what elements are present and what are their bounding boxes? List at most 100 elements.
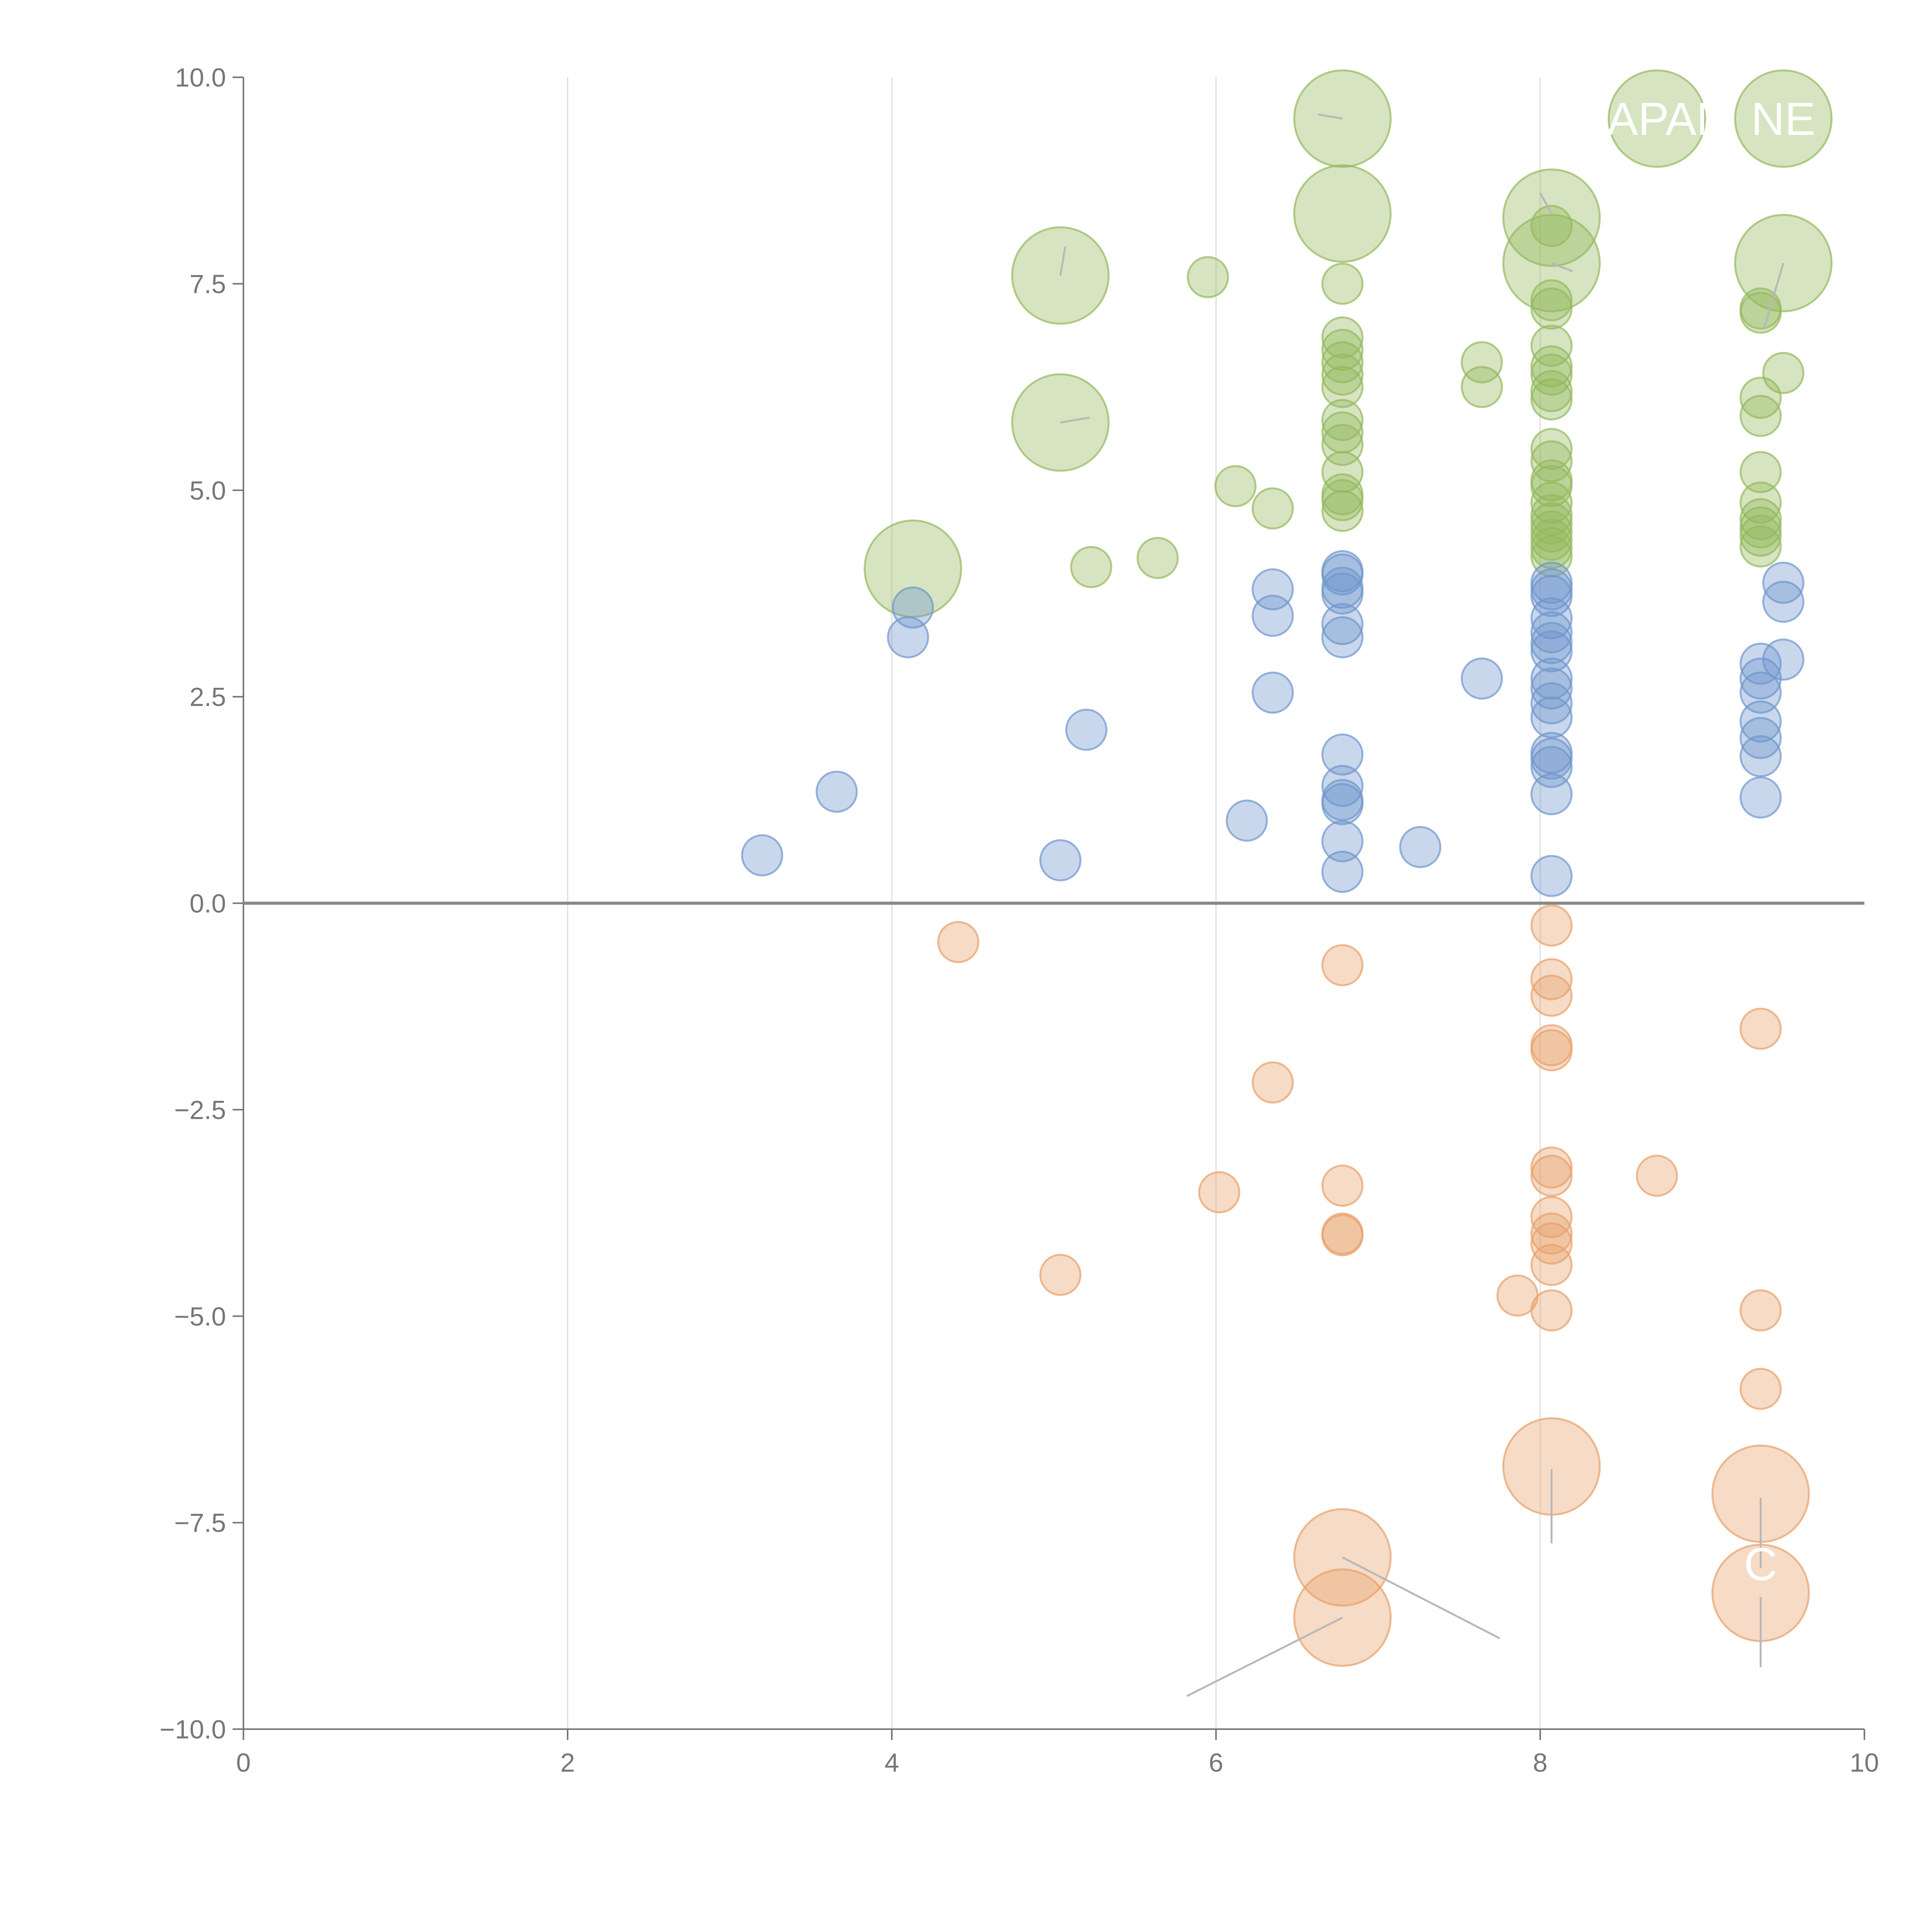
bubble-point — [1740, 776, 1782, 819]
bubble-point — [1530, 354, 1573, 396]
bubble-point — [1530, 1289, 1573, 1332]
bubble-point — [1530, 575, 1573, 617]
bubble-point — [1740, 1367, 1782, 1410]
bubble-point — [1530, 1213, 1573, 1255]
bubble-point — [1293, 164, 1392, 263]
bubble-point — [1321, 733, 1364, 776]
bubble-point — [1039, 839, 1082, 881]
bubble-point — [1740, 395, 1782, 437]
bubble-point — [887, 616, 929, 658]
x-tick-label: 4 — [884, 1748, 899, 1777]
bubble-point — [1530, 597, 1573, 639]
leader-lines — [1059, 113, 1784, 1697]
bubble-point — [1321, 341, 1364, 383]
y-tick-label: 5.0 — [189, 476, 226, 505]
bubble-point — [1530, 428, 1573, 470]
bubble-point — [1252, 487, 1294, 530]
bubble-point — [1321, 1214, 1364, 1257]
bubble-point — [1530, 975, 1573, 1017]
annotation-label: C — [1744, 1539, 1777, 1590]
bubble-point — [1530, 667, 1573, 710]
bubble-point — [1321, 262, 1364, 305]
bubble-point — [1321, 765, 1364, 807]
bubble-point — [1461, 341, 1503, 383]
bubble-point — [1530, 1155, 1573, 1197]
x-tick-label: 10 — [1850, 1748, 1879, 1777]
bubble-point — [1252, 1061, 1294, 1104]
y-tick-label: −5.0 — [174, 1302, 226, 1331]
x-tick-label: 0 — [236, 1748, 251, 1777]
bubble-point — [1740, 643, 1782, 685]
bubble-point — [1530, 696, 1573, 739]
bubble-point — [1530, 465, 1573, 507]
bubble-point — [1321, 603, 1364, 645]
leader-line — [1059, 246, 1066, 276]
bubble-point — [1461, 366, 1503, 408]
bubble-point — [1321, 328, 1364, 371]
y-tick-label: −7.5 — [174, 1509, 226, 1538]
bubble-point — [1321, 354, 1364, 396]
annotation-label: JAPAN — [1584, 93, 1730, 145]
bubble-point — [1740, 525, 1782, 568]
y-tick-label: 2.5 — [189, 682, 226, 712]
annotation-label: NE — [1751, 93, 1816, 145]
bubble-point — [1321, 490, 1364, 532]
bubble-point — [937, 921, 980, 963]
bubble-point — [1321, 783, 1364, 825]
bubble-point — [1740, 735, 1782, 777]
bubble-point — [1530, 378, 1573, 421]
x-tick-label: 2 — [560, 1748, 575, 1777]
bubble-point — [1530, 904, 1573, 947]
bubble-point — [1198, 1171, 1240, 1214]
bubble-point — [1530, 205, 1573, 247]
leader-line — [1342, 1556, 1500, 1639]
bubble-point — [1065, 709, 1107, 751]
bubble-point — [1321, 1165, 1364, 1207]
bubble-point — [1321, 820, 1364, 862]
bubble-point — [1321, 616, 1364, 658]
leader-line — [1763, 263, 1784, 330]
bubble-point — [1321, 850, 1364, 893]
bubble-point — [1321, 553, 1364, 596]
bubble-point — [1321, 399, 1364, 441]
bubble-point — [1740, 291, 1782, 334]
axes: 10.0 7.5 5.0 2.5 0.0 −2.5 −5.0 −7.5 −10.0 0 2 4 6 8 10 — [160, 63, 1879, 1777]
leader-line — [1060, 417, 1090, 423]
leader-line — [1186, 1617, 1343, 1697]
bubble-point — [1530, 958, 1573, 1000]
bubble-point — [1321, 479, 1364, 521]
bubble-point — [1740, 700, 1782, 743]
bubble-point — [1399, 826, 1442, 868]
bubble-point — [1530, 682, 1573, 724]
bubble-point — [1740, 671, 1782, 714]
y-tick-label: 0.0 — [189, 889, 226, 918]
bubble-point — [1530, 440, 1573, 483]
y-tick-label: −2.5 — [174, 1095, 226, 1125]
bubble-point — [1136, 537, 1179, 579]
bubble-point — [1530, 611, 1573, 653]
x-tick-label: 8 — [1533, 1748, 1548, 1777]
bubble-point — [1740, 657, 1782, 700]
bubble-point — [1530, 855, 1573, 897]
bubble-point — [1070, 546, 1112, 588]
bubble-point — [1321, 366, 1364, 408]
bubble-point — [1530, 287, 1573, 330]
annotations: JAPAN NE C — [1584, 93, 1815, 1590]
bubble-point — [1039, 1253, 1082, 1296]
bubble-point — [1321, 944, 1364, 986]
bubble-point — [1502, 168, 1601, 267]
y-tick-label: 10.0 — [175, 63, 226, 92]
bubble-point — [1214, 465, 1257, 507]
bubble-point — [1321, 316, 1364, 359]
bubble-point — [1734, 69, 1833, 168]
bubble-point — [1530, 1029, 1573, 1071]
bubble-point — [1530, 657, 1573, 700]
bubble-point — [1740, 1007, 1782, 1050]
leader-line — [1318, 113, 1343, 120]
y-tick-label: −10.0 — [160, 1715, 226, 1744]
bubble-point — [1740, 514, 1782, 557]
bubble-point — [1530, 1222, 1573, 1265]
bubble-point — [1530, 1244, 1573, 1286]
bubble-point — [1461, 657, 1503, 700]
